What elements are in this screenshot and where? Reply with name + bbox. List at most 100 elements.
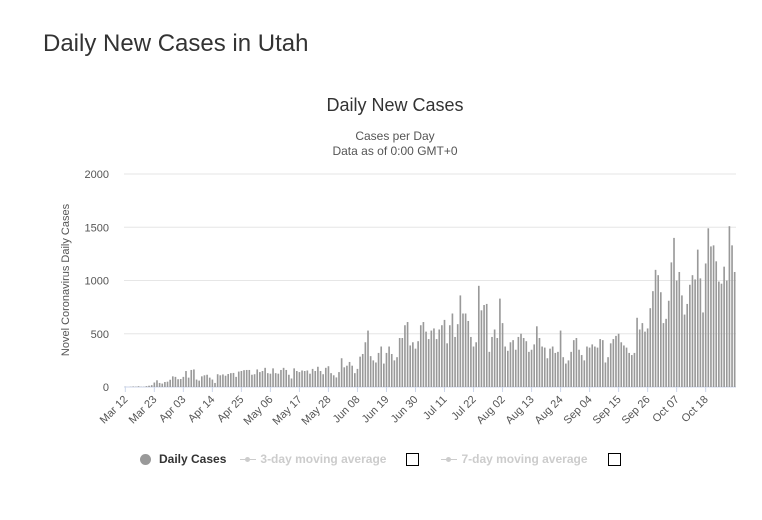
bar[interactable]: [380, 346, 383, 387]
bar[interactable]: [620, 342, 623, 387]
bar[interactable]: [232, 372, 235, 387]
bar[interactable]: [285, 369, 288, 387]
bar[interactable]: [338, 372, 340, 387]
bar[interactable]: [459, 295, 462, 387]
bar[interactable]: [636, 317, 638, 387]
bar[interactable]: [617, 333, 620, 387]
bar[interactable]: [356, 368, 359, 387]
bar[interactable]: [282, 367, 285, 387]
bar[interactable]: [417, 341, 419, 387]
bar[interactable]: [145, 386, 148, 387]
bar[interactable]: [295, 371, 298, 387]
bar[interactable]: [686, 303, 689, 387]
bar[interactable]: [493, 329, 496, 387]
bar[interactable]: [306, 370, 309, 387]
bar[interactable]: [298, 372, 301, 387]
bar[interactable]: [718, 281, 720, 387]
bar[interactable]: [689, 284, 691, 387]
bar[interactable]: [219, 375, 222, 387]
bar[interactable]: [559, 330, 562, 387]
bar[interactable]: [319, 371, 322, 387]
bar[interactable]: [361, 353, 364, 387]
bar[interactable]: [443, 319, 446, 387]
bar[interactable]: [488, 351, 491, 387]
bar[interactable]: [652, 291, 654, 387]
bar[interactable]: [514, 349, 517, 387]
bar[interactable]: [335, 377, 338, 387]
bar[interactable]: [694, 279, 696, 387]
bar[interactable]: [314, 371, 317, 387]
bar[interactable]: [269, 373, 272, 387]
bar[interactable]: [385, 352, 388, 387]
bar[interactable]: [332, 375, 335, 387]
bar[interactable]: [594, 346, 596, 387]
bar[interactable]: [707, 228, 710, 387]
bar[interactable]: [638, 329, 641, 387]
bar[interactable]: [554, 352, 557, 387]
bar[interactable]: [591, 344, 594, 387]
bar[interactable]: [166, 381, 169, 387]
bar[interactable]: [383, 363, 385, 387]
bar[interactable]: [406, 322, 409, 387]
bar[interactable]: [562, 357, 565, 387]
bar[interactable]: [359, 356, 361, 387]
bar[interactable]: [201, 376, 203, 387]
bar[interactable]: [657, 275, 659, 387]
bar[interactable]: [227, 374, 230, 387]
bar[interactable]: [536, 326, 538, 387]
bar[interactable]: [377, 352, 380, 387]
bar[interactable]: [272, 368, 274, 387]
bar[interactable]: [251, 374, 253, 387]
bar[interactable]: [177, 379, 179, 387]
bar[interactable]: [274, 373, 277, 387]
bar[interactable]: [346, 365, 348, 387]
bar[interactable]: [543, 347, 546, 387]
bar[interactable]: [538, 338, 541, 387]
legend-daily-cases[interactable]: Daily Cases: [140, 452, 226, 466]
legend-7day-average[interactable]: 7-day moving average: [441, 452, 628, 466]
bar[interactable]: [256, 369, 259, 387]
bar[interactable]: [625, 347, 628, 387]
bar[interactable]: [533, 344, 536, 387]
bar[interactable]: [414, 348, 417, 387]
bar[interactable]: [575, 338, 578, 387]
legend-3day-average[interactable]: 3-day moving average: [240, 452, 427, 466]
bar[interactable]: [438, 329, 441, 387]
bar[interactable]: [609, 343, 612, 387]
bar[interactable]: [477, 285, 480, 387]
bar[interactable]: [601, 340, 604, 387]
bar[interactable]: [280, 369, 282, 387]
bar[interactable]: [485, 303, 488, 387]
bar[interactable]: [216, 374, 219, 387]
bar[interactable]: [509, 342, 512, 387]
bar[interactable]: [691, 275, 694, 387]
bar[interactable]: [303, 371, 306, 387]
bar[interactable]: [507, 350, 509, 387]
bar[interactable]: [644, 331, 646, 387]
bar[interactable]: [462, 313, 464, 387]
bar[interactable]: [372, 360, 375, 388]
bar[interactable]: [343, 367, 346, 387]
bar[interactable]: [607, 357, 609, 387]
bar[interactable]: [599, 339, 601, 387]
bar[interactable]: [491, 336, 493, 387]
bar[interactable]: [504, 346, 506, 387]
bar[interactable]: [171, 376, 174, 387]
bar[interactable]: [649, 308, 652, 387]
bar[interactable]: [324, 367, 327, 387]
bar[interactable]: [583, 360, 586, 388]
bar[interactable]: [623, 345, 625, 387]
bar[interactable]: [733, 271, 736, 387]
bar[interactable]: [448, 325, 451, 387]
bar[interactable]: [615, 335, 617, 387]
bar[interactable]: [158, 382, 161, 387]
bar[interactable]: [683, 314, 686, 387]
bar[interactable]: [187, 377, 190, 387]
legend-3day-checkbox[interactable]: [406, 452, 420, 466]
bar[interactable]: [164, 381, 166, 387]
bar[interactable]: [430, 330, 433, 387]
bar[interactable]: [472, 346, 475, 387]
bar[interactable]: [499, 298, 501, 387]
bar[interactable]: [670, 262, 673, 387]
bar[interactable]: [525, 341, 528, 387]
